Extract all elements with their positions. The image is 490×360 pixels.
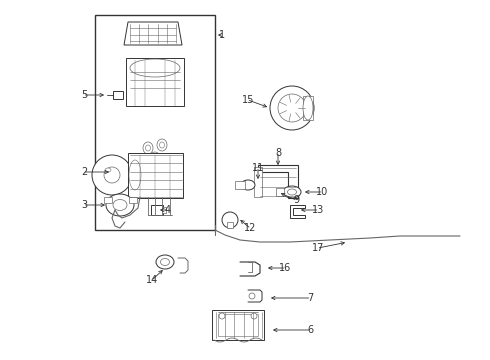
Text: 15: 15 — [242, 95, 254, 105]
Ellipse shape — [157, 139, 167, 151]
Polygon shape — [124, 22, 182, 45]
Bar — [254, 167, 262, 197]
Text: 6: 6 — [307, 325, 313, 335]
Ellipse shape — [283, 186, 301, 198]
Ellipse shape — [143, 142, 153, 154]
Bar — [227, 222, 233, 228]
Text: 5: 5 — [81, 90, 87, 100]
Ellipse shape — [152, 155, 157, 161]
Bar — [218, 314, 258, 336]
Polygon shape — [290, 205, 305, 218]
Ellipse shape — [113, 199, 127, 211]
Bar — [113, 91, 123, 99]
Text: 11: 11 — [252, 163, 264, 173]
Ellipse shape — [303, 96, 313, 120]
Ellipse shape — [156, 255, 174, 269]
Text: 17: 17 — [312, 243, 324, 253]
Ellipse shape — [241, 180, 255, 190]
Text: 7: 7 — [307, 293, 313, 303]
Text: 9: 9 — [293, 195, 299, 205]
Bar — [150, 155, 166, 165]
Ellipse shape — [129, 160, 141, 190]
Text: 10: 10 — [316, 187, 328, 197]
Bar — [95, 15, 215, 230]
Text: 4: 4 — [165, 205, 171, 215]
Circle shape — [219, 313, 225, 319]
Text: 14: 14 — [146, 275, 158, 285]
Circle shape — [104, 167, 120, 183]
Text: 8: 8 — [275, 148, 281, 158]
Bar — [126, 58, 184, 106]
Circle shape — [222, 212, 238, 228]
Text: 16: 16 — [279, 263, 291, 273]
Ellipse shape — [150, 152, 160, 164]
Bar — [162, 207, 166, 213]
Bar — [127, 153, 182, 198]
Circle shape — [249, 293, 255, 299]
Polygon shape — [258, 165, 298, 198]
Bar — [303, 96, 313, 120]
Bar — [235, 181, 245, 189]
Text: 2: 2 — [81, 167, 87, 177]
Bar — [104, 197, 112, 203]
Circle shape — [92, 155, 132, 195]
Text: 13: 13 — [312, 205, 324, 215]
Ellipse shape — [288, 189, 296, 195]
Ellipse shape — [105, 168, 111, 172]
Ellipse shape — [130, 59, 180, 77]
Bar — [129, 197, 137, 203]
Text: 12: 12 — [244, 223, 256, 233]
Bar — [276, 188, 284, 196]
Bar — [212, 310, 264, 340]
Circle shape — [251, 313, 257, 319]
Text: 3: 3 — [81, 200, 87, 210]
Ellipse shape — [160, 142, 165, 148]
Text: 1: 1 — [219, 30, 225, 40]
Circle shape — [278, 94, 306, 122]
Circle shape — [270, 86, 314, 130]
Ellipse shape — [146, 145, 150, 151]
Ellipse shape — [161, 258, 170, 266]
Bar — [151, 205, 163, 215]
Ellipse shape — [106, 194, 134, 216]
